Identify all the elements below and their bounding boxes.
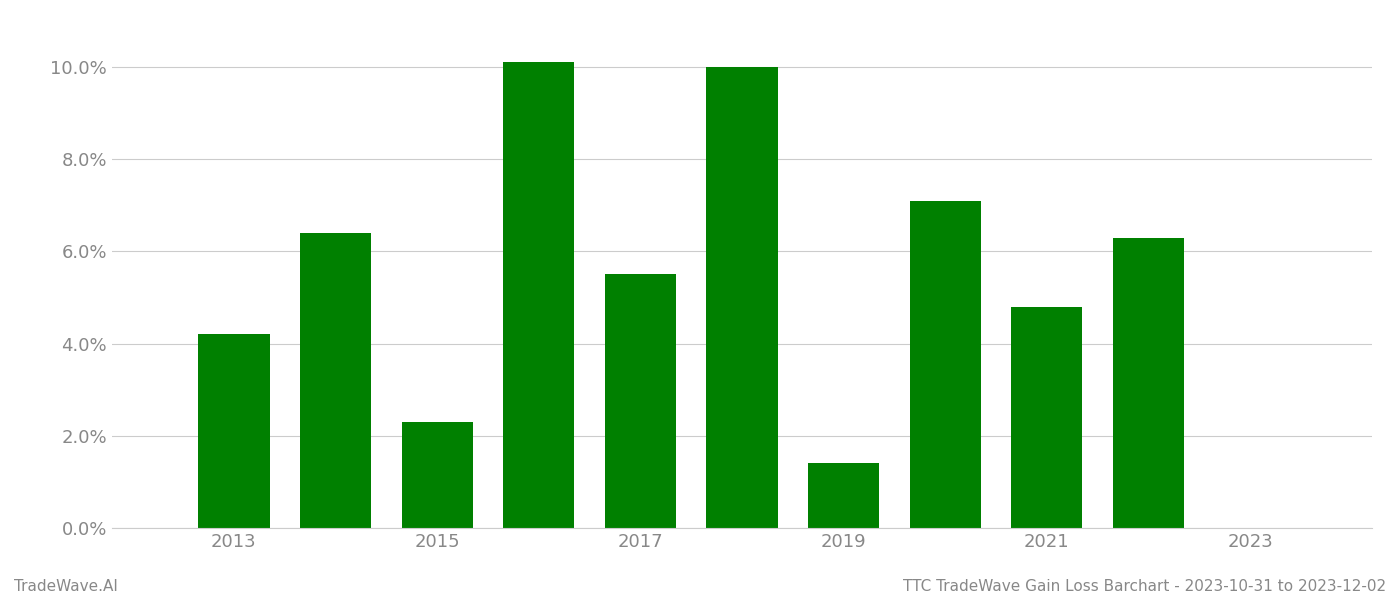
Text: TTC TradeWave Gain Loss Barchart - 2023-10-31 to 2023-12-02: TTC TradeWave Gain Loss Barchart - 2023-… [903,579,1386,594]
Bar [605,274,676,528]
Text: TradeWave.AI: TradeWave.AI [14,579,118,594]
Bar [910,200,981,528]
Bar [1011,307,1082,528]
Bar [707,67,777,528]
Bar [300,233,371,528]
Bar [402,422,473,528]
Bar [503,62,574,528]
Bar [1113,238,1184,528]
Bar [199,334,270,528]
Bar [808,463,879,528]
